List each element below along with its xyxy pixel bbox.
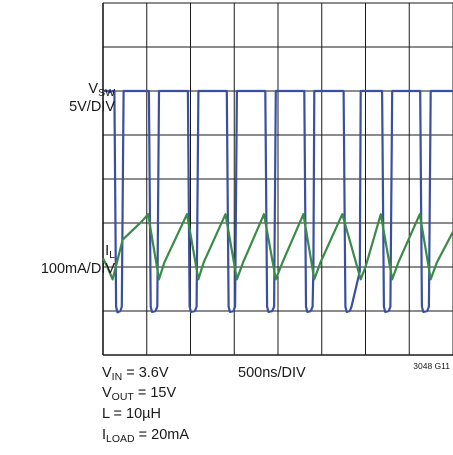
time-scale-label: 500ns/DIV (238, 365, 306, 381)
grid (102, 2, 453, 356)
condition-vin: VIN = 3.6V (102, 365, 169, 383)
il-trace (102, 213, 453, 281)
condition-iload: ILOAD = 20mA (102, 427, 190, 445)
vsw-scale-label: 5V/DIV (69, 99, 115, 115)
figure-id: 3048 G11 (413, 361, 450, 371)
condition-inductor: L = 10µH (102, 406, 162, 422)
il-label: IL (105, 243, 115, 261)
vsw-label: VSW (88, 81, 115, 99)
vsw-trace (103, 89, 453, 314)
traces (102, 89, 453, 314)
condition-vout: VOUT = 15V (102, 385, 177, 403)
il-scale-label: 100mA/DIV (40, 261, 115, 277)
